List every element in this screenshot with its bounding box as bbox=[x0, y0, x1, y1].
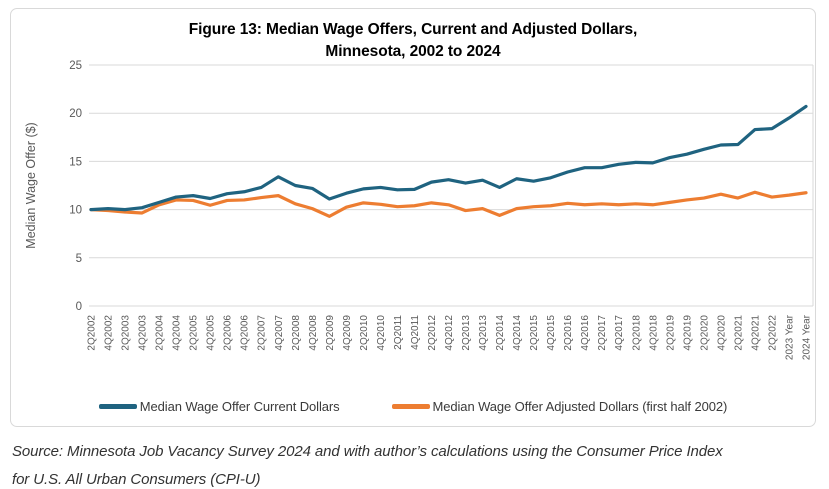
x-tick-label-4q2009: 4Q2009 bbox=[342, 315, 353, 351]
x-tick-label-2q2021: 2Q2021 bbox=[733, 315, 744, 351]
adjusted-dollars-line-swatch-icon bbox=[391, 404, 430, 409]
y-axis-title: Median Wage Offer ($) bbox=[24, 122, 38, 248]
legend-entry-adjusted-dollars: Median Wage Offer Adjusted Dollars (firs… bbox=[391, 399, 728, 414]
legend-label-adjusted-dollars: Median Wage Offer Adjusted Dollars (firs… bbox=[432, 399, 728, 414]
x-tick-label-4q2008: 4Q2008 bbox=[308, 315, 319, 351]
x-tick-label-4q2010: 4Q2010 bbox=[376, 315, 387, 351]
x-tick-label-2q2003: 2Q2003 bbox=[121, 315, 132, 351]
y-tick-label-10: 10 bbox=[69, 205, 82, 217]
x-tick-label-4q2006: 4Q2006 bbox=[240, 315, 251, 351]
x-tick-label-2q2015: 2Q2015 bbox=[529, 315, 540, 351]
x-tick-label-4q2004: 4Q2004 bbox=[172, 315, 183, 351]
source-note-line-1: Source: Minnesota Job Vacancy Survey 202… bbox=[12, 443, 723, 460]
x-tick-label-4q2003: 4Q2003 bbox=[138, 315, 149, 351]
x-tick-label-2q2009: 2Q2009 bbox=[325, 315, 336, 351]
x-tick-label-2q2020: 2Q2020 bbox=[699, 315, 710, 351]
x-tick-label-4q2021: 4Q2021 bbox=[750, 315, 761, 351]
y-tick-label-5: 5 bbox=[76, 253, 82, 265]
x-tick-label-4q2016: 4Q2016 bbox=[580, 315, 591, 351]
source-note: Source: Minnesota Job Vacancy Survey 202… bbox=[12, 438, 818, 489]
x-tick-label-2q2005: 2Q2005 bbox=[189, 315, 200, 351]
x-tick-label-4q2017: 4Q2017 bbox=[614, 315, 625, 351]
x-tick-label-4q2005: 4Q2005 bbox=[206, 315, 217, 351]
series-line-current-dollars bbox=[89, 104, 808, 212]
chart-title-line-1: Figure 13: Median Wage Offers, Current a… bbox=[188, 21, 638, 38]
x-tick-label-4q2002: 4Q2002 bbox=[104, 315, 115, 351]
x-tick-label-2q2004: 2Q2004 bbox=[155, 315, 166, 351]
y-tick-label-15: 15 bbox=[69, 156, 82, 168]
x-tick-label-4q2015: 4Q2015 bbox=[546, 315, 557, 351]
x-tick-label-4q2019: 4Q2019 bbox=[682, 315, 693, 351]
x-tick-label-2q2013: 2Q2013 bbox=[461, 315, 472, 351]
x-tick-label-2q2019: 2Q2019 bbox=[665, 315, 676, 351]
y-tick-label-0: 0 bbox=[76, 301, 82, 313]
source-note-line-2: for U.S. All Urban Consumers (CPI-U) bbox=[12, 471, 261, 488]
chart-title: Figure 13: Median Wage Offers, Current a… bbox=[11, 19, 815, 64]
legend-entry-current-dollars: Median Wage Offer Current Dollars bbox=[98, 399, 340, 414]
x-tick-label-4q2007: 4Q2007 bbox=[274, 315, 285, 351]
x-tick-label-2q2007: 2Q2007 bbox=[257, 315, 268, 351]
x-tick-label-4q2012: 4Q2012 bbox=[444, 315, 455, 351]
chart-legend: Median Wage Offer Current Dollars Median… bbox=[11, 399, 815, 414]
line-chart-plot-area: 0 5 10 15 20 25 2Q2002 4Q2002 2Q2003 4Q2003 2Q2004… bbox=[24, 60, 814, 360]
x-tick-label-2q2018: 2Q2018 bbox=[631, 315, 642, 351]
x-tick-label-4q2013: 4Q2013 bbox=[478, 315, 489, 351]
legend-label-current-dollars: Median Wage Offer Current Dollars bbox=[139, 399, 340, 414]
chart-card: Figure 13: Median Wage Offers, Current a… bbox=[10, 8, 816, 427]
x-tick-label-4q2014: 4Q2014 bbox=[512, 315, 523, 351]
x-tick-label-2q2002: 2Q2002 bbox=[87, 315, 98, 351]
x-tick-label-4q2018: 4Q2018 bbox=[648, 315, 659, 351]
y-tick-label-20: 20 bbox=[69, 108, 82, 120]
x-tick-label-2q2022: 2Q2022 bbox=[767, 315, 778, 351]
x-tick-label-2q2014: 2Q2014 bbox=[495, 315, 506, 351]
x-tick-label-2q2011: 2Q2011 bbox=[393, 315, 404, 350]
x-tick-label-2q2012: 2Q2012 bbox=[427, 315, 438, 351]
x-tick-label-2023-year: 2023 Year bbox=[784, 314, 795, 360]
x-tick-label-4q2020: 4Q2020 bbox=[716, 315, 727, 351]
y-tick-label-25: 25 bbox=[69, 60, 82, 72]
x-tick-label-2q2008: 2Q2008 bbox=[291, 315, 302, 351]
chart-title-line-2: Minnesota, 2002 to 2024 bbox=[325, 43, 501, 61]
x-tick-label-2q2010: 2Q2010 bbox=[359, 315, 370, 351]
x-tick-label-2q2017: 2Q2017 bbox=[597, 315, 608, 351]
current-dollars-line-swatch-icon bbox=[98, 404, 137, 409]
x-tick-label-2024-year: 2024 Year bbox=[802, 314, 813, 360]
x-tick-label-2q2016: 2Q2016 bbox=[563, 315, 574, 351]
x-tick-label-4q2011: 4Q2011 bbox=[410, 315, 421, 350]
x-tick-label-2q2006: 2Q2006 bbox=[223, 315, 234, 351]
series-line-adjusted-dollars bbox=[89, 190, 808, 218]
